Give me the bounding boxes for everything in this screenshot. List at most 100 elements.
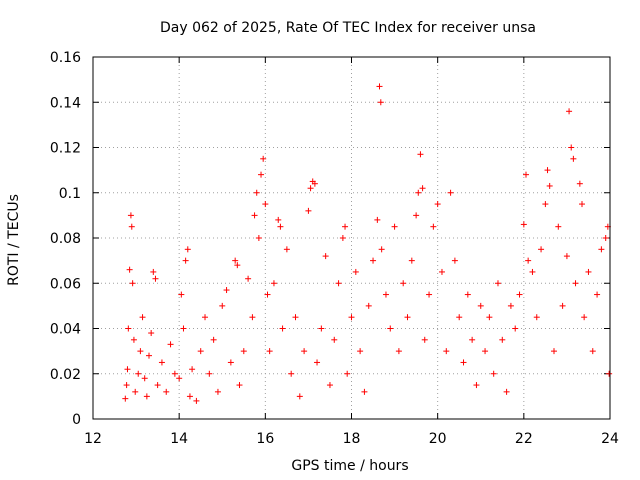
data-point [283, 246, 290, 253]
data-point [503, 388, 510, 395]
data-point [544, 167, 551, 174]
data-point [456, 314, 463, 321]
data-point [344, 370, 351, 377]
grid-lines [93, 57, 610, 419]
y-tick-label: 0.16 [50, 50, 81, 66]
data-point [434, 201, 441, 208]
data-point [566, 108, 573, 115]
data-point [214, 388, 221, 395]
data-point [171, 370, 178, 377]
y-tick-label: 0.14 [50, 95, 81, 111]
data-point [322, 253, 329, 260]
data-point [486, 314, 493, 321]
data-point [525, 257, 532, 264]
data-point [516, 291, 523, 298]
data-point [167, 341, 174, 348]
data-point [421, 336, 428, 343]
data-point [335, 280, 342, 287]
data-point [135, 370, 142, 377]
x-tick-label: 22 [515, 431, 533, 447]
data-point [570, 155, 577, 162]
data-point [307, 185, 314, 192]
data-point [301, 348, 308, 355]
data-point [275, 216, 282, 223]
y-tick-label: 0.06 [50, 276, 81, 292]
data-point [460, 359, 467, 366]
x-tick-label: 16 [256, 431, 274, 447]
data-point [178, 291, 185, 298]
data-point [352, 268, 359, 275]
data-point [507, 302, 514, 309]
data-point [572, 280, 579, 287]
data-point [417, 151, 424, 158]
data-point [512, 325, 519, 332]
data-point [555, 223, 562, 230]
data-point [266, 348, 273, 355]
data-point [339, 235, 346, 241]
y-tick-label: 0.02 [50, 367, 81, 383]
data-point [395, 348, 402, 355]
data-point [223, 287, 230, 294]
data-point [331, 336, 338, 343]
data-point [413, 212, 420, 219]
data-point [430, 223, 437, 230]
data-point [258, 171, 265, 178]
data-point [128, 223, 135, 230]
data-point [490, 370, 497, 377]
data-point [342, 223, 349, 230]
data-point [520, 221, 527, 228]
data-point [419, 185, 426, 192]
data-point [404, 314, 411, 321]
data-point [400, 280, 407, 287]
data-point [311, 180, 318, 187]
data-point [189, 366, 196, 373]
data-point [546, 182, 553, 189]
data-point [538, 246, 545, 253]
data-point [550, 348, 557, 355]
data-point [598, 246, 605, 253]
data-point [326, 382, 333, 389]
data-point [594, 291, 601, 298]
data-point [387, 325, 394, 332]
data-point [292, 314, 299, 321]
data-point [245, 275, 252, 282]
data-point [197, 348, 204, 355]
data-point [529, 268, 536, 275]
data-point [202, 314, 209, 321]
x-axis-label: GPS time / hours [291, 458, 408, 474]
data-point [391, 223, 398, 230]
data-point [533, 314, 540, 321]
data-point [184, 246, 191, 253]
data-point [606, 370, 613, 377]
data-point [129, 280, 136, 287]
data-point [146, 352, 153, 359]
data-point [568, 144, 575, 151]
data-point [296, 393, 303, 400]
data-point [163, 388, 170, 395]
data-point [585, 268, 592, 275]
data-point [499, 336, 506, 343]
data-point [270, 280, 277, 287]
data-point [262, 201, 269, 208]
data-point [141, 375, 148, 382]
y-tick-label: 0.04 [50, 322, 81, 338]
data-point [158, 359, 165, 366]
chart-title: Day 062 of 2025, Rate Of TEC Index for r… [160, 20, 536, 36]
data-point [581, 314, 588, 321]
data-point [288, 370, 295, 377]
data-point [589, 348, 596, 355]
data-point [464, 291, 471, 298]
x-tick-label: 18 [343, 431, 361, 447]
data-point [124, 366, 131, 373]
y-tick-label: 0 [72, 412, 81, 428]
data-point [154, 382, 161, 389]
data-point [415, 189, 422, 196]
data-point [255, 235, 262, 241]
y-axis-label: ROTI / TECUs [6, 194, 22, 286]
data-point [152, 275, 159, 282]
data-point [148, 330, 155, 337]
data-point [542, 201, 549, 208]
data-point [236, 382, 243, 389]
data-point [473, 382, 480, 389]
